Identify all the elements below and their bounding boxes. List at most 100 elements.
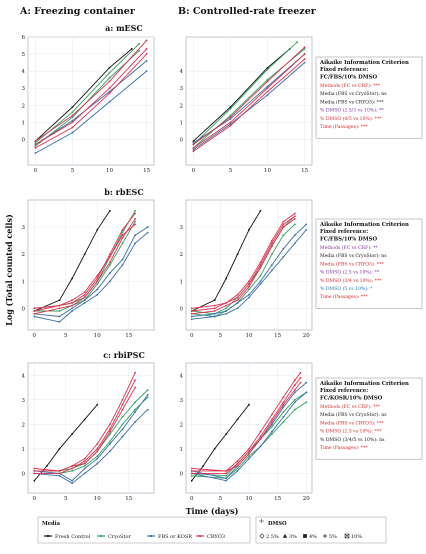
x-tick-label: 15 (125, 333, 132, 339)
data-point (83, 457, 86, 460)
data-point (236, 299, 239, 302)
triangle-icon (282, 533, 288, 538)
x-tick-label: 10 (264, 168, 271, 174)
data-point (259, 283, 262, 285)
legend-frame (37, 516, 251, 544)
data-point (34, 141, 37, 144)
data-point (121, 428, 124, 431)
y-tick-label: 6 (22, 35, 26, 41)
data-point (108, 77, 111, 79)
data-point (134, 386, 137, 389)
x-tick-label: 10 (94, 333, 101, 339)
aic-header: Fixed reference: (320, 229, 368, 235)
data-point (134, 234, 137, 237)
data-point (96, 447, 99, 450)
data-point (229, 121, 232, 124)
data-point (83, 293, 86, 296)
dmso-legend: DMSO 2.5% 3% 4% 5% 10% (255, 516, 387, 544)
data-point (71, 465, 73, 467)
dmso-legend-label: 10% (351, 534, 362, 540)
data-point (58, 320, 61, 323)
data-point (108, 87, 111, 90)
data-point (282, 416, 285, 418)
x-tick-label: 15 (125, 496, 132, 502)
x-tick-label: 5 (219, 496, 223, 502)
data-point (282, 226, 285, 228)
data-point (146, 396, 149, 399)
aic-header: FC/KOSR/10% DMSO (320, 395, 383, 401)
y-tick-label: 2 (22, 103, 26, 109)
data-point (58, 474, 61, 477)
y-tick-label: 1 (180, 120, 184, 126)
series-line-cryo (34, 221, 136, 312)
data-point (96, 450, 99, 453)
data-point (108, 66, 111, 69)
data-point (225, 310, 227, 312)
data-point (271, 413, 273, 416)
y-tick-label: 2 (22, 422, 26, 428)
y-tick-label: 4 (180, 69, 184, 75)
data-point (236, 296, 239, 299)
series-line-cryo3 (193, 46, 305, 145)
data-point (71, 310, 73, 312)
data-point (305, 223, 308, 226)
data-point (134, 223, 137, 226)
aic-line: Media (FBS vs CryoStor): ns (320, 411, 387, 418)
data-point (248, 280, 250, 283)
data-point (236, 465, 239, 467)
x-tick-label: 0 (33, 496, 37, 502)
data-point (46, 465, 48, 467)
data-point (108, 100, 111, 103)
data-point (58, 299, 61, 302)
data-point (146, 393, 149, 396)
aic-line: % DMSO (3/4 vs 10%): *** (320, 277, 382, 284)
data-point (271, 420, 273, 423)
data-point (248, 285, 250, 288)
data-point (190, 315, 193, 318)
data-point (58, 447, 61, 450)
y-tick-label: 5 (22, 52, 26, 58)
data-point (145, 53, 148, 55)
data-point (83, 302, 86, 304)
row-b-title: b: rbESC (104, 187, 143, 197)
data-point (225, 433, 227, 436)
x-tick-label: 10 (246, 496, 253, 502)
series-line-fresh (191, 404, 250, 481)
data-point (34, 143, 37, 146)
data-point (190, 467, 193, 470)
chart-panel: 0 5 10 15 20 0 1 2 3 (180, 199, 313, 339)
data-point (108, 71, 111, 74)
series-line-cryo3 (34, 224, 136, 309)
data-point (293, 408, 296, 411)
media-legend-title: Media (42, 521, 61, 527)
series-line-cryo3 (193, 58, 305, 152)
data-point (134, 379, 137, 382)
dmso-title-icon (259, 519, 264, 523)
data-point (303, 53, 306, 55)
data-point (71, 304, 73, 307)
data-point (83, 460, 86, 463)
data-point (109, 261, 111, 264)
data-point (71, 116, 74, 119)
x-tick-label: 10 (106, 168, 113, 174)
data-point (33, 470, 36, 472)
data-point (34, 152, 37, 154)
data-point (71, 126, 74, 129)
data-point (190, 310, 193, 312)
data-point (229, 124, 232, 127)
data-point (271, 239, 273, 242)
data-point (58, 310, 61, 312)
data-point (145, 39, 148, 42)
data-point (71, 119, 74, 122)
data-point (190, 479, 193, 482)
aic-line: Time (Passages): *** (320, 123, 368, 130)
y-tick-label: 1 (180, 447, 184, 453)
data-point (83, 291, 86, 293)
data-point (146, 226, 149, 228)
data-point (109, 253, 111, 256)
dmso-legend-label: 3% (289, 534, 297, 540)
dmso-legend-label: 4% (309, 534, 317, 540)
data-point (71, 482, 73, 485)
y-tick-label: 3 (22, 225, 26, 231)
